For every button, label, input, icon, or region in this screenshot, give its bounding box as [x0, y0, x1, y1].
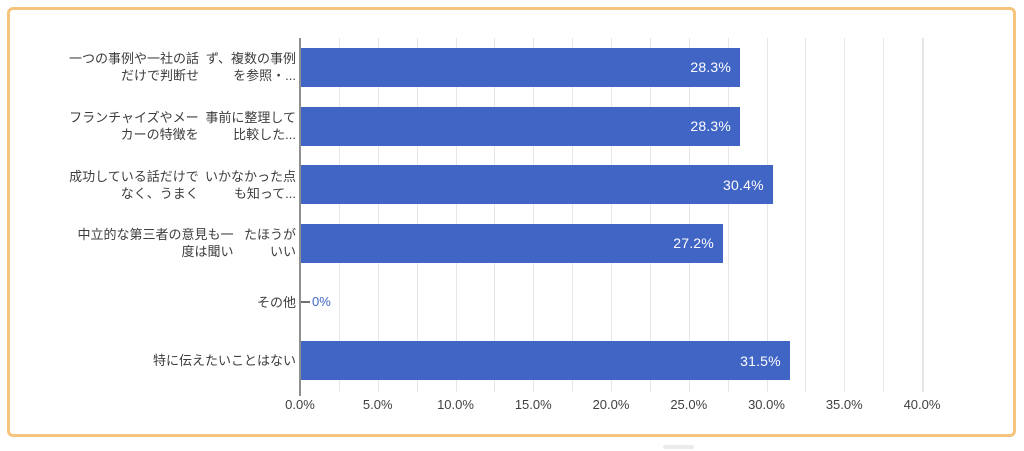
category-label-line: 事前に整理して比較した...	[205, 110, 296, 142]
zero-value-dash	[301, 301, 310, 303]
gridline	[883, 38, 885, 392]
category-label-line: その他	[256, 294, 296, 310]
x-tick-label: 20.0%	[592, 397, 630, 412]
bar: 28.3%	[301, 106, 741, 146]
category-label: 一つの事例や一社の話だけで判断せ ず、複数の事例を参照・...	[67, 41, 296, 93]
cropped-element-fragment	[663, 445, 694, 449]
bar-value-label: 28.3%	[690, 118, 732, 134]
bar-value-label: 30.4%	[723, 176, 764, 193]
gridline	[455, 38, 457, 392]
category-label-line: 一つの事例や一社の話だけで判断せ	[68, 51, 199, 84]
gridline	[766, 38, 768, 392]
category-label-line: 中立的な第三者の意見も一度は聞い	[77, 227, 234, 260]
category-label: フランチャイズやメーカーの特徴を 事前に整理して比較した...	[67, 100, 296, 152]
bar: 27.2%	[301, 223, 723, 263]
x-tick-label: 15.0%	[514, 397, 552, 412]
category-label: 特に伝えたいことはない	[67, 335, 296, 387]
category-label: 成功している話だけでなく、うまく いかなかった点も知って...	[67, 159, 296, 211]
gridline	[572, 38, 574, 392]
gridline	[416, 38, 418, 392]
bar: 28.3%	[301, 47, 741, 87]
bar: 30.4%	[301, 165, 773, 205]
chart-frame-border: 0.0% 5.0% 10.0% 15.0% 20.0% 25.0% 30.0% 35.0% 40…	[7, 7, 1016, 437]
category-label: 中立的な第三者の意見も一度は聞い たほうがいい	[67, 217, 296, 269]
zero-value-label: 0%	[312, 294, 331, 309]
x-tick-label: 40.0%	[903, 397, 941, 412]
x-tick-label: 30.0%	[748, 397, 785, 412]
x-tick-label: 25.0%	[670, 397, 708, 412]
gridline	[338, 38, 340, 392]
x-tick-label: 5.0%	[362, 397, 393, 412]
gridline	[727, 38, 729, 392]
gridline	[494, 38, 496, 392]
gridline	[377, 38, 379, 392]
bar-value-label: 31.5%	[740, 352, 781, 369]
gridline	[533, 38, 535, 392]
gridline	[688, 38, 690, 392]
x-tick-label: 35.0%	[825, 397, 863, 412]
gridline	[649, 38, 651, 392]
category-label-line: ず、複数の事例を参照・...	[205, 51, 296, 84]
bar-value-label: 27.2%	[673, 235, 714, 252]
x-tick-label: 10.0%	[437, 397, 474, 412]
gridline	[805, 38, 807, 392]
gridline	[922, 38, 924, 392]
bar-value-label: 28.3%	[690, 59, 732, 76]
gridline	[611, 38, 612, 392]
category-label-line: いかなかった点も知って...	[204, 168, 296, 201]
category-label-line: 特に伝えたいことはない	[152, 353, 296, 369]
category-label-line: フランチャイズやメーカーの特徴を	[69, 110, 199, 142]
category-label: その他	[67, 276, 296, 328]
y-axis-line	[299, 38, 301, 396]
bar: 31.5%	[301, 341, 790, 381]
category-label-line: たほうがいい	[243, 227, 296, 260]
category-label-line: 成功している話だけでなく、うまく	[69, 168, 199, 201]
gridline	[844, 38, 846, 392]
x-tick-label: 0.0%	[285, 397, 315, 412]
